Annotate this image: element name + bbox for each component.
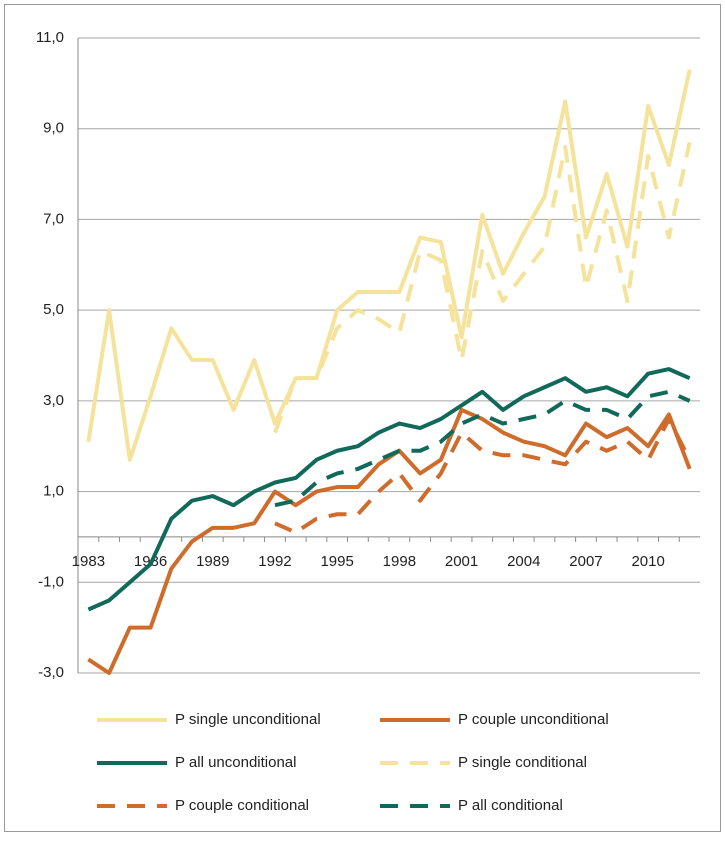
y-tick-label: -1,0 bbox=[38, 573, 64, 590]
legend-label: P couple unconditional bbox=[458, 711, 609, 728]
x-tick-label: 1995 bbox=[320, 553, 353, 570]
series-line bbox=[86, 69, 692, 462]
series-line bbox=[87, 407, 692, 675]
y-tick-label: 5,0 bbox=[43, 301, 64, 318]
series-line bbox=[274, 417, 692, 535]
y-tick-label: 11,0 bbox=[36, 29, 64, 46]
x-tick-label: 1992 bbox=[258, 553, 291, 570]
y-tick-label: -3,0 bbox=[38, 664, 64, 681]
series-line bbox=[87, 367, 691, 612]
x-tick-label: 2007 bbox=[569, 553, 602, 570]
x-tick-label: 1983 bbox=[72, 553, 105, 570]
legend-label: P single unconditional bbox=[175, 711, 321, 728]
y-tick-label: 7,0 bbox=[43, 210, 64, 227]
legend-label: P single conditional bbox=[458, 754, 587, 771]
legend-label: P all conditional bbox=[458, 797, 563, 814]
legend-label: P all unconditional bbox=[175, 754, 296, 771]
legend-label: P couple conditional bbox=[175, 797, 309, 814]
series-line bbox=[273, 141, 692, 434]
x-tick-label: 2004 bbox=[507, 553, 540, 570]
x-tick-label: 2001 bbox=[445, 553, 478, 570]
x-tick-label: 1989 bbox=[196, 553, 229, 570]
x-tick-label: 2010 bbox=[631, 553, 664, 570]
x-tick-label: 1998 bbox=[383, 553, 416, 570]
y-tick-label: 3,0 bbox=[43, 392, 64, 409]
y-tick-label: 1,0 bbox=[43, 483, 64, 500]
y-tick-label: 9,0 bbox=[43, 120, 64, 137]
